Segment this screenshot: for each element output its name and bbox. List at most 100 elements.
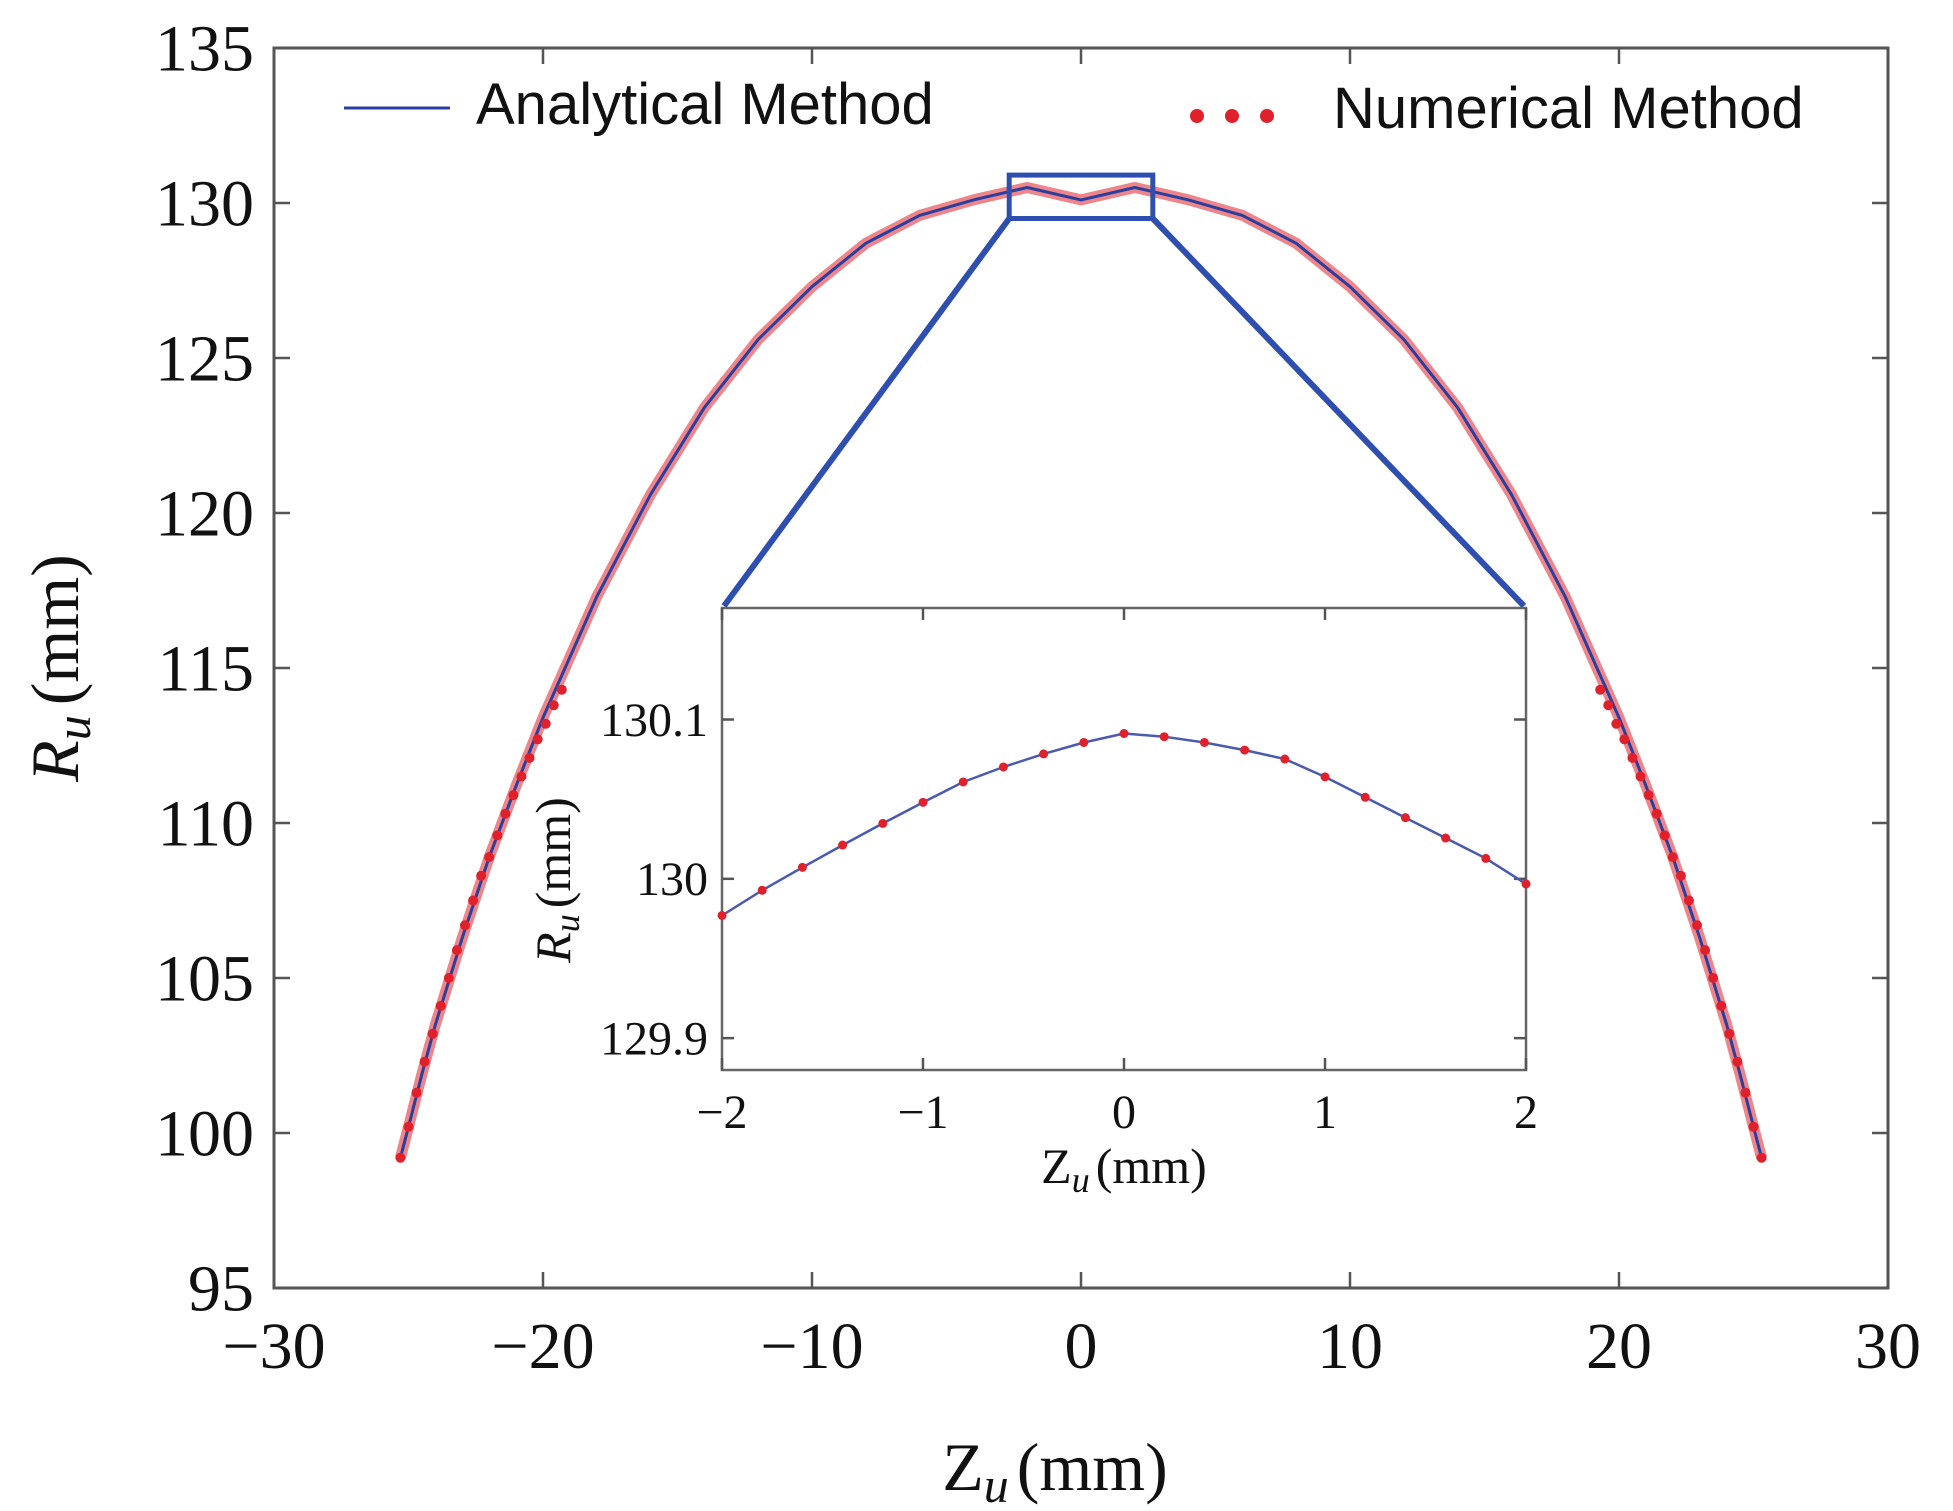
numerical-method-point bbox=[1708, 973, 1719, 983]
zoom-connector-right bbox=[1150, 216, 1527, 609]
numerical-method-point bbox=[1603, 700, 1614, 711]
numerical-method-point bbox=[1643, 790, 1654, 801]
numerical-method-point bbox=[435, 1000, 446, 1011]
inset-x-axis-label: Zu (mm) bbox=[1041, 1138, 1207, 1200]
main-tick-labels: −30 −20 −10 0 10 20 30951001051101151201251301… bbox=[155, 12, 1921, 1383]
numerical-method-point bbox=[717, 910, 727, 920]
inset-x-tick-label: 2 bbox=[1514, 1086, 1538, 1139]
numerical-method-point bbox=[1732, 1056, 1743, 1067]
inset-background bbox=[722, 608, 1526, 1070]
legend: Analytical Method Numerical Method bbox=[344, 72, 1804, 141]
numerical-method-point bbox=[878, 818, 888, 828]
main-series bbox=[395, 182, 1767, 1163]
numerical-method-point bbox=[468, 895, 479, 906]
inset-series bbox=[717, 729, 1531, 920]
inset-y-tick-label: 129.9 bbox=[600, 1012, 708, 1065]
main-x-axis-label: Zu (mm) bbox=[942, 1429, 1168, 1511]
inset-y-tick-label: 130 bbox=[636, 853, 708, 906]
numerical-method-point bbox=[1659, 830, 1670, 841]
inset-x-tick-label: −2 bbox=[696, 1086, 747, 1139]
numerical-method-point bbox=[459, 920, 470, 931]
inset-y-axis-label: Ru(mm) bbox=[525, 797, 587, 964]
main-y-tick-label: 130 bbox=[155, 167, 254, 240]
numerical-method-point bbox=[1627, 752, 1638, 763]
numerical-method-point bbox=[1595, 684, 1606, 695]
legend-label-analytical: Analytical Method bbox=[476, 72, 934, 137]
numerical-method-point bbox=[1441, 833, 1451, 843]
numerical-method-point bbox=[1692, 920, 1703, 931]
main-y-tick-label: 95 bbox=[188, 1252, 254, 1325]
zoom-connector-left bbox=[721, 216, 1012, 608]
numerical-method-point bbox=[958, 777, 968, 787]
numerical-method-point bbox=[1159, 732, 1169, 742]
legend-label-numerical: Numerical Method bbox=[1333, 76, 1804, 141]
main-y-tick-label: 115 bbox=[157, 632, 254, 705]
main-y-tick-label: 110 bbox=[157, 787, 254, 860]
numerical-method-point bbox=[1619, 734, 1630, 745]
numerical-method-point bbox=[476, 870, 487, 881]
numerical-method-point bbox=[532, 734, 543, 745]
numerical-method-point bbox=[1320, 772, 1330, 782]
main-x-tick-label: 0 bbox=[1065, 1310, 1098, 1383]
numerical-method-point bbox=[1481, 853, 1491, 863]
main-x-tick-label: −20 bbox=[491, 1310, 594, 1383]
main-x-tick-label: −10 bbox=[760, 1310, 863, 1383]
numerical-method-point bbox=[797, 862, 807, 872]
main-x-tick-label: −30 bbox=[222, 1310, 325, 1383]
numerical-method-point bbox=[757, 885, 767, 895]
numerical-method-point bbox=[484, 852, 495, 863]
inset-ticks bbox=[720, 608, 1528, 1070]
numerical-method-point bbox=[1079, 737, 1089, 747]
numerical-method-point bbox=[451, 945, 462, 956]
numerical-method-point bbox=[524, 752, 535, 763]
numerical-method-point bbox=[1521, 879, 1531, 889]
numerical-method-point bbox=[395, 1152, 406, 1163]
numerical-method-point bbox=[1651, 808, 1662, 819]
main-y-tick-label: 135 bbox=[155, 12, 254, 85]
numerical-method-point bbox=[548, 700, 559, 711]
inset-x-tick-label: 0 bbox=[1112, 1086, 1136, 1139]
numerical-method-point bbox=[1360, 792, 1370, 802]
numerical-method-point bbox=[1400, 813, 1410, 823]
numerical-method-point bbox=[419, 1056, 430, 1067]
main-x-tick-label: 20 bbox=[1586, 1310, 1652, 1383]
main-x-tick-label: 10 bbox=[1317, 1310, 1383, 1383]
zoom-indicator bbox=[721, 172, 1527, 609]
inset-y-tick-label: 130.1 bbox=[600, 694, 708, 747]
numerical-method-point bbox=[998, 762, 1008, 772]
numerical-method-point bbox=[556, 684, 567, 695]
numerical-method-point bbox=[540, 718, 551, 729]
numerical-method-point bbox=[411, 1087, 422, 1098]
numerical-method-point bbox=[1635, 771, 1646, 782]
numerical-method-point bbox=[443, 973, 454, 983]
numerical-method-point bbox=[516, 771, 527, 782]
main-y-axis-label: Ru(mm) bbox=[17, 554, 101, 783]
numerical-method-point bbox=[1716, 1000, 1727, 1011]
legend-dot-swatch bbox=[1260, 109, 1274, 123]
numerical-method-point bbox=[1756, 1152, 1767, 1163]
main-y-tick-label: 120 bbox=[155, 477, 254, 550]
numerical-method-point bbox=[1199, 737, 1209, 747]
numerical-method-point bbox=[1748, 1121, 1759, 1132]
main-y-tick-label: 100 bbox=[155, 1097, 254, 1170]
numerical-method-point bbox=[1724, 1028, 1735, 1039]
numerical-method-point bbox=[1240, 745, 1250, 755]
numerical-method-point bbox=[1667, 852, 1678, 863]
numerical-method-point bbox=[1119, 729, 1129, 739]
inset-tick-labels: −2 −1 0 1 2 129.9 130 130.1 bbox=[600, 694, 1538, 1139]
numerical-method-point bbox=[1683, 895, 1694, 906]
numerical-method-point bbox=[1611, 718, 1622, 729]
main-y-tick-label: 105 bbox=[155, 942, 254, 1015]
numerical-method-point bbox=[1740, 1087, 1751, 1098]
inset-x-tick-label: −1 bbox=[897, 1086, 948, 1139]
numerical-method-point bbox=[500, 808, 511, 819]
numerical-method-point bbox=[1280, 754, 1290, 764]
legend-dot-swatch bbox=[1190, 109, 1204, 123]
numerical-method-point bbox=[1039, 749, 1049, 759]
numerical-method-point bbox=[403, 1121, 414, 1132]
numerical-method-point bbox=[492, 830, 503, 841]
numerical-method-point bbox=[1675, 870, 1686, 881]
numerical-method-point bbox=[427, 1028, 438, 1039]
zoom-box bbox=[1006, 172, 1156, 222]
